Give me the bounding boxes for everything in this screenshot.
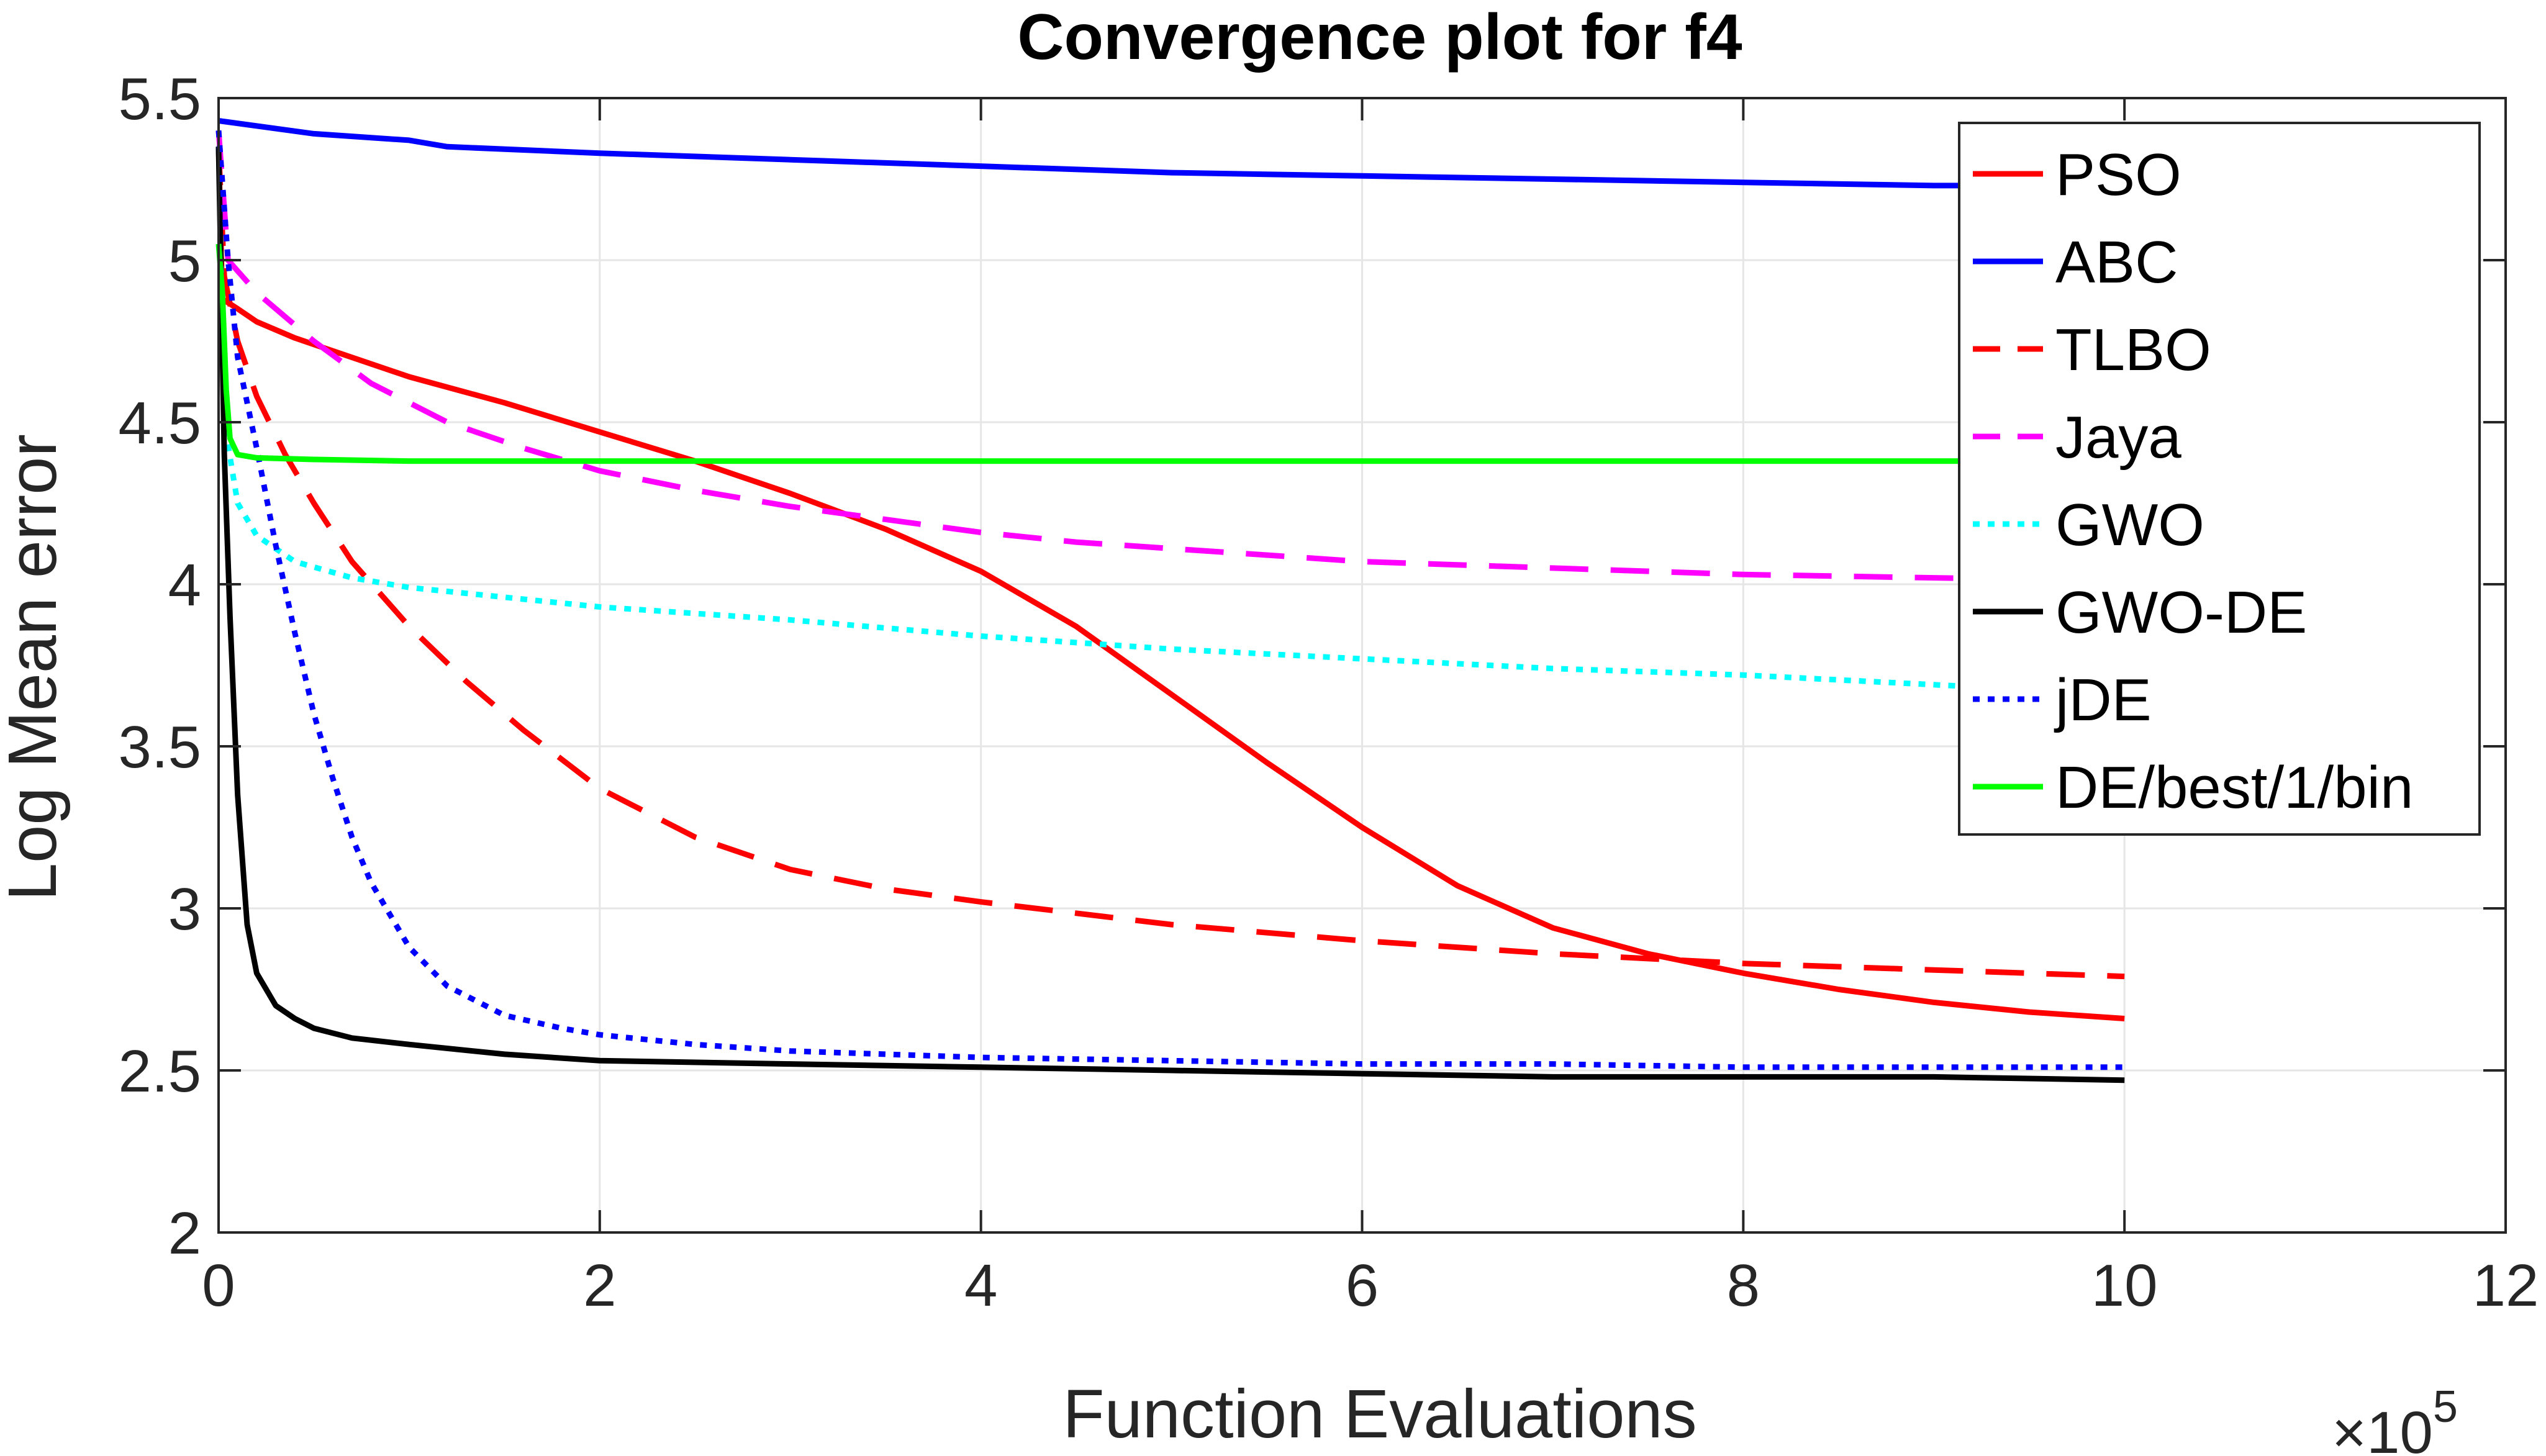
y-tick-label: 2	[168, 1200, 201, 1267]
y-tick-label: 3	[168, 876, 201, 943]
ticks	[217, 97, 2507, 1234]
chart-title: Convergence plot for f4	[1017, 1, 1742, 73]
legend-box	[1958, 122, 2481, 836]
series-line-abc	[218, 118, 2125, 189]
x-tick-label: 0	[202, 1252, 235, 1319]
y-tick-label: 4	[168, 552, 201, 618]
series-line-de-best-1-bin	[215, 243, 2125, 464]
x-axis-exponent-base: ×10	[2332, 1399, 2433, 1456]
series-lines	[215, 118, 2125, 1083]
y-tick-label: 5	[168, 228, 201, 294]
legend-label: DE/best/1/bin	[2055, 754, 2413, 821]
legend-label: Jaya	[2055, 404, 2181, 471]
legend-label: jDE	[2054, 667, 2152, 733]
legend: PSO ABC TLBO Jaya GWO GWO-DE jDE DE/best/1/bin	[1958, 122, 2481, 836]
y-axis-label: Log Mean error	[0, 434, 71, 901]
series-line-pso	[215, 147, 2125, 1021]
x-tick-label: 4	[964, 1252, 997, 1319]
x-tick-label: 10	[2091, 1252, 2158, 1319]
x-tick-label: 2	[583, 1252, 616, 1319]
legend-label: GWO	[2055, 492, 2204, 558]
series-line-gwo	[215, 147, 2125, 697]
x-axis-exponent: ×105	[2332, 1382, 2458, 1456]
x-tick-label: 12	[2473, 1252, 2539, 1319]
x-axis-exponent-power: 5	[2433, 1382, 2458, 1432]
series-line-tlbo	[215, 147, 2125, 980]
x-tick-label: 8	[1727, 1252, 1760, 1319]
series-line-jde	[215, 130, 2125, 1070]
legend-label: PSO	[2055, 142, 2181, 208]
series-line-jaya	[215, 130, 2125, 584]
series-line-gwo-de	[215, 147, 2125, 1083]
legend-label: ABC	[2055, 229, 2178, 296]
y-tick-label: 3.5	[119, 714, 201, 780]
legend-label: GWO-DE	[2055, 579, 2307, 646]
x-axis-label: Function Evaluations	[1062, 1376, 1697, 1452]
y-tick-label: 4.5	[119, 390, 201, 456]
y-tick-label: 5.5	[119, 66, 201, 132]
legend-label: TLBO	[2055, 317, 2211, 383]
y-tick-label: 2.5	[119, 1038, 201, 1105]
x-tick-label: 6	[1346, 1252, 1379, 1319]
